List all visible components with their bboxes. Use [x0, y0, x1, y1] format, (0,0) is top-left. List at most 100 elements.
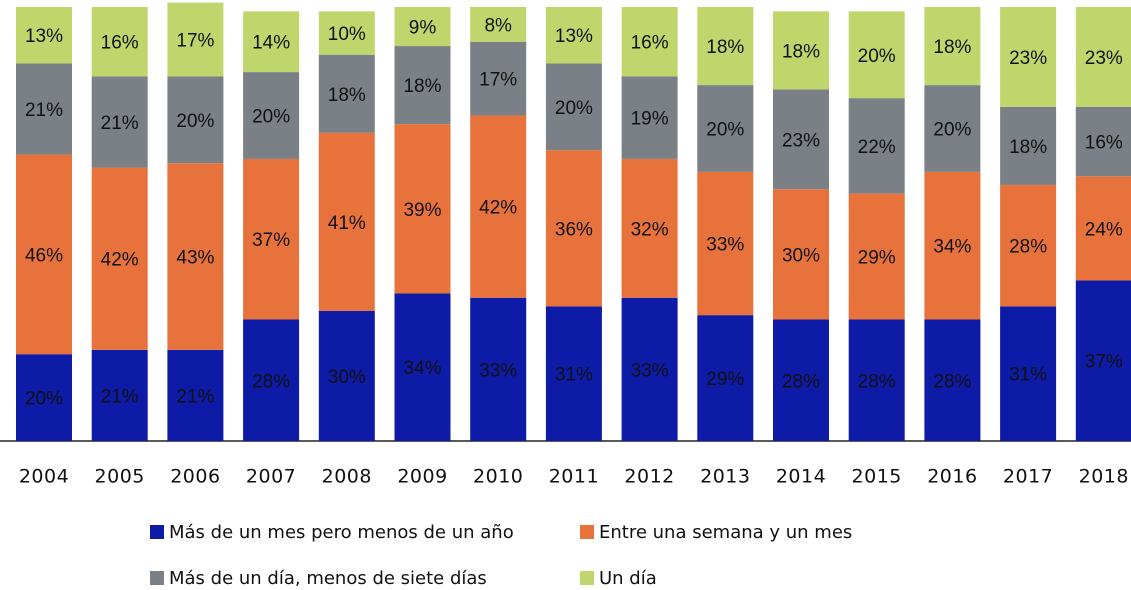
- bar-segment: [16, 63, 72, 155]
- bar-segment: [167, 76, 224, 164]
- value-label: 20%: [933, 120, 971, 141]
- x-tick-label: 2015: [852, 466, 902, 488]
- value-label: 30%: [782, 245, 820, 266]
- value-label: 18%: [1009, 137, 1047, 158]
- value-label: 20%: [555, 98, 593, 119]
- bar-segment: [394, 293, 451, 441]
- value-label: 37%: [1085, 352, 1123, 373]
- value-label: 29%: [858, 248, 896, 269]
- legend-marker: [580, 571, 594, 585]
- value-label: 42%: [479, 198, 517, 219]
- value-label: 14%: [252, 33, 290, 54]
- value-label: 17%: [176, 31, 214, 52]
- bar-segment: [91, 349, 148, 441]
- value-label: 10%: [328, 24, 366, 45]
- value-label: 18%: [403, 76, 441, 97]
- value-label: 33%: [479, 360, 517, 381]
- x-tick-label: 2016: [927, 466, 977, 488]
- legend-label: Un día: [599, 568, 657, 589]
- legend-label: Entre una semana y un mes: [599, 522, 852, 543]
- bar-segment: [848, 193, 905, 320]
- bar-segment: [773, 11, 829, 90]
- bar-segment: [318, 11, 375, 55]
- value-label: 13%: [555, 26, 593, 47]
- value-label: 20%: [706, 120, 744, 141]
- x-tick-label: 2014: [776, 466, 826, 488]
- value-label: 21%: [101, 386, 139, 407]
- bar-segment: [470, 297, 527, 441]
- bar-segment: [243, 319, 300, 441]
- bar-segment: [848, 319, 905, 441]
- bar-segment: [16, 7, 72, 64]
- bar-segment: [91, 167, 148, 350]
- bar-segment: [394, 46, 451, 125]
- bar-segment: [1000, 306, 1057, 441]
- bar-segment: [16, 354, 72, 441]
- value-label: 18%: [782, 41, 820, 62]
- bar-segment: [924, 319, 981, 441]
- bar-segment: [545, 7, 602, 64]
- value-label: 28%: [1009, 237, 1047, 258]
- value-label: 37%: [252, 230, 290, 251]
- bar-segment: [470, 41, 527, 116]
- bar-segment: [91, 7, 148, 77]
- value-label: 41%: [328, 213, 366, 234]
- bar-segment: [697, 7, 754, 86]
- value-label: 28%: [858, 371, 896, 392]
- bar-segment: [91, 76, 148, 168]
- value-label: 18%: [706, 37, 744, 58]
- bar-segment: [545, 306, 602, 441]
- bar-segment: [848, 11, 905, 99]
- bar-segment: [848, 98, 905, 194]
- bar-segment: [470, 7, 527, 42]
- value-label: 17%: [479, 70, 517, 91]
- value-label: 9%: [409, 18, 437, 39]
- value-label: 18%: [328, 85, 366, 106]
- bar-segment: [621, 7, 678, 77]
- value-label: 20%: [25, 389, 63, 410]
- value-label: 30%: [328, 367, 366, 388]
- value-label: 43%: [176, 248, 214, 269]
- bar-segment: [924, 7, 981, 86]
- value-label: 33%: [706, 235, 744, 256]
- value-label: 21%: [176, 386, 214, 407]
- value-label: 21%: [101, 113, 139, 134]
- bar-segment: [16, 154, 72, 355]
- bar-segment: [773, 89, 829, 190]
- bar-segment: [394, 124, 451, 294]
- x-tick-label: 2018: [1079, 466, 1129, 488]
- legend-marker: [150, 525, 164, 539]
- bar-segment: [167, 349, 224, 441]
- value-label: 16%: [631, 33, 669, 54]
- x-tick-label: 2008: [322, 466, 372, 488]
- x-tick-label: 2007: [246, 466, 296, 488]
- bar-segment: [621, 76, 678, 159]
- value-label: 32%: [631, 219, 669, 240]
- value-label: 23%: [782, 130, 820, 151]
- bar-segment: [1000, 7, 1057, 107]
- bar-segment: [1075, 7, 1131, 107]
- bar-segment: [243, 11, 300, 73]
- bar-segment: [318, 310, 375, 441]
- value-label: 28%: [782, 371, 820, 392]
- bar-segment: [394, 7, 451, 47]
- value-label: 18%: [933, 37, 971, 58]
- bar-segment: [773, 319, 829, 441]
- bar-segment: [697, 85, 754, 172]
- bar-segment: [545, 150, 602, 307]
- value-label: 39%: [403, 200, 441, 221]
- value-label: 8%: [484, 15, 512, 36]
- value-label: 20%: [176, 111, 214, 132]
- bar-segment: [318, 132, 375, 311]
- bar-segment: [621, 158, 678, 298]
- legend-marker: [580, 525, 594, 539]
- bar-segment: [243, 158, 300, 320]
- x-tick-label: 2012: [624, 466, 674, 488]
- value-label: 31%: [555, 365, 593, 386]
- value-label: 29%: [706, 369, 744, 390]
- x-tick-label: 2011: [549, 466, 599, 488]
- value-label: 20%: [858, 46, 896, 67]
- value-label: 23%: [1009, 48, 1047, 69]
- bar-segment: [621, 297, 678, 441]
